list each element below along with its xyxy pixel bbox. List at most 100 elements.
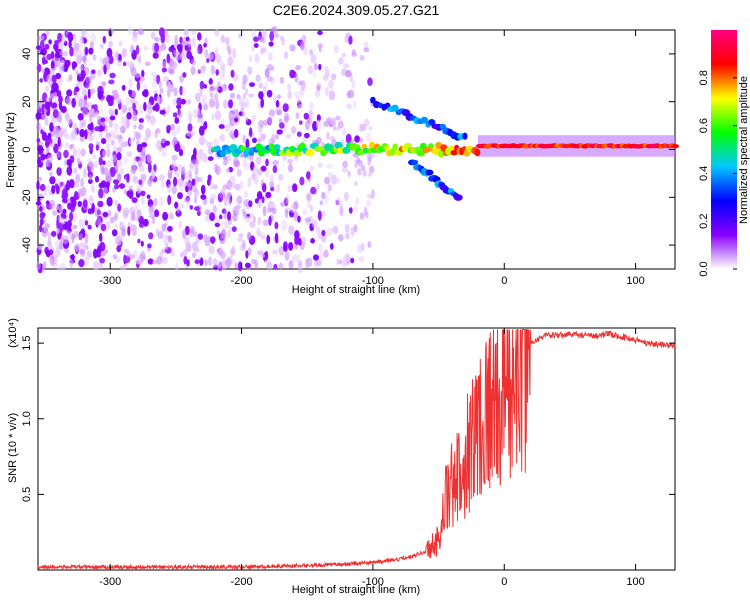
noise-blob <box>167 169 173 179</box>
noise-blob <box>348 207 353 214</box>
noise-blob <box>88 178 93 185</box>
noise-blob <box>304 132 310 139</box>
noise-blob <box>132 136 136 142</box>
noise-blob <box>236 195 243 205</box>
noise-blob <box>208 78 213 85</box>
x-tick-label: -200 <box>231 576 253 588</box>
noise-blob <box>147 102 153 110</box>
noise-blob <box>155 140 162 150</box>
noise-blob <box>110 154 117 164</box>
noise-blob <box>179 52 185 61</box>
noise-blob <box>119 265 127 271</box>
noise-blob <box>290 204 297 214</box>
noise-blob <box>121 104 127 114</box>
noise-blob <box>143 137 148 142</box>
noise-blob <box>214 47 219 58</box>
spectrogram-marks <box>35 25 679 274</box>
x-tick-label: -200 <box>231 275 253 287</box>
noise-blob <box>74 190 78 200</box>
noise-blob <box>220 118 225 125</box>
noise-blob <box>287 184 293 193</box>
noise-blob <box>141 69 145 78</box>
noise-blob <box>212 257 218 268</box>
noise-blob <box>249 221 256 228</box>
noise-blob <box>190 58 197 66</box>
noise-blob <box>68 159 72 169</box>
noise-blob <box>40 129 44 135</box>
noise-blob <box>106 135 112 142</box>
noise-blob <box>193 231 198 238</box>
noise-blob <box>238 111 243 116</box>
noise-blob <box>203 43 207 48</box>
noise-blob <box>331 174 338 185</box>
noise-blob <box>140 195 145 206</box>
noise-blob <box>204 48 209 59</box>
noise-blob <box>362 169 367 177</box>
noise-blob <box>69 46 74 57</box>
noise-blob <box>328 90 336 101</box>
noise-blob <box>347 254 351 265</box>
noise-blob <box>260 253 266 259</box>
noise-blob <box>232 108 240 119</box>
signal-blob <box>428 143 434 149</box>
noise-blob <box>226 43 230 52</box>
noise-blob <box>266 261 273 271</box>
noise-blob <box>43 189 48 197</box>
signal-blob <box>392 143 398 151</box>
noise-blob <box>81 88 88 96</box>
noise-blob <box>185 36 190 42</box>
noise-blob <box>112 93 119 99</box>
noise-blob <box>359 137 364 144</box>
y-tick-label: 1.0 <box>21 411 33 426</box>
x-tick-label: -100 <box>362 275 384 287</box>
noise-blob <box>368 165 375 174</box>
noise-blob <box>255 74 261 82</box>
noise-blob <box>108 40 113 49</box>
noise-blob <box>45 250 51 258</box>
noise-blob <box>288 225 295 236</box>
noise-blob <box>213 86 220 91</box>
noise-blob <box>227 154 232 162</box>
noise-blob <box>106 196 113 207</box>
noise-blob <box>341 127 347 137</box>
noise-blob <box>151 216 156 225</box>
noise-blob <box>97 85 104 93</box>
noise-blob <box>130 44 135 54</box>
noise-blob <box>46 53 52 61</box>
noise-blob <box>295 112 300 119</box>
noise-blob <box>57 32 63 43</box>
noise-blob <box>244 162 250 171</box>
noise-blob <box>214 92 219 101</box>
noise-blob <box>264 80 269 89</box>
noise-blob <box>154 209 160 218</box>
noise-blob <box>98 156 103 166</box>
noise-blob <box>125 96 130 107</box>
noise-blob <box>62 181 66 191</box>
noise-blob <box>196 48 200 55</box>
noise-blob <box>78 39 85 48</box>
noise-blob <box>314 89 321 98</box>
noise-blob <box>289 69 296 79</box>
noise-blob <box>317 42 324 49</box>
noise-blob <box>173 87 178 97</box>
noise-blob <box>84 233 89 244</box>
noise-blob <box>276 109 283 116</box>
noise-blob <box>39 35 45 41</box>
noise-blob <box>272 95 277 104</box>
noise-blob <box>176 171 180 178</box>
noise-blob <box>166 34 171 44</box>
noise-blob <box>91 69 96 74</box>
noise-blob <box>98 188 104 199</box>
noise-blob <box>320 191 326 199</box>
noise-blob <box>272 159 277 167</box>
noise-blob <box>270 186 275 192</box>
noise-blob <box>67 230 72 241</box>
noise-blob <box>283 244 288 252</box>
noise-blob <box>69 143 75 149</box>
noise-blob <box>353 181 358 187</box>
noise-blob <box>223 220 230 229</box>
noise-blob <box>59 50 64 56</box>
noise-blob <box>187 123 193 132</box>
noise-blob <box>214 29 220 37</box>
